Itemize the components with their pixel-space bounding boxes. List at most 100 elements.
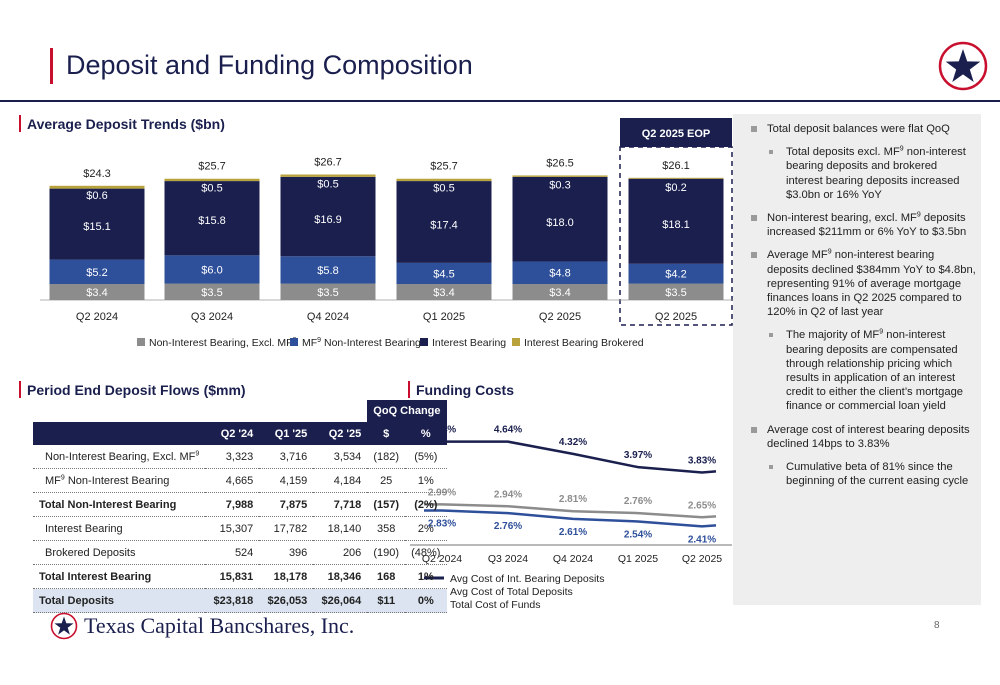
bar-segment (164, 255, 260, 284)
point-value-label: 4.32% (559, 437, 587, 448)
spacer-cell (259, 400, 313, 422)
bar-value-label: $3.4 (86, 287, 107, 299)
bar-total-label: $25.7 (430, 161, 458, 173)
section-accent-bar (19, 115, 21, 132)
point-value-label: 3.97% (624, 450, 652, 461)
legend-swatch (137, 338, 145, 346)
bar-category-label: Q4 2024 (307, 311, 349, 323)
line-category-label: Q3 2024 (488, 553, 528, 565)
row-label: Total Interest Bearing (33, 564, 206, 589)
table-cell: 0% (405, 588, 447, 613)
table-cell: 18,346 (313, 564, 368, 589)
bar-value-label: $3.4 (549, 287, 570, 299)
point-value-label: 2.76% (624, 496, 652, 507)
table-cell: 4,665 (205, 468, 260, 493)
bar-category-label: Q2 2025 (655, 311, 697, 323)
page-number: 8 (934, 620, 940, 631)
table-cell: 3,716 (259, 445, 314, 469)
bar-total-label: $24.3 (83, 168, 111, 180)
column-header: $ (367, 422, 406, 445)
bar-segment (512, 284, 608, 300)
row-label: Interest Bearing (33, 516, 206, 541)
bullet-marker (751, 252, 757, 259)
table-cell: 2% (405, 516, 447, 541)
table-row: Total Non-Interest Bearing 7,988 7,875 7,71… (33, 492, 447, 517)
series-line (424, 509, 717, 528)
column-header: Q2 '24 (205, 422, 260, 445)
bar-category-label: Q2 2024 (76, 311, 118, 323)
bar-segment (396, 181, 492, 263)
table-cell: 25 (367, 468, 406, 493)
legend-label: Avg Cost of Total Deposits (450, 586, 573, 598)
commentary-bullet: Non-interest bearing, excl. MF9 deposits… (751, 211, 976, 239)
bar-segment (280, 174, 376, 177)
deposit-trends-title: Average Deposit Trends ($bn) (27, 116, 225, 132)
line-category-label: Q2 2025 (682, 553, 722, 565)
bar-value-label: $18.0 (546, 217, 574, 229)
table-cell: 3,323 (205, 445, 260, 469)
table-cell: 168 (367, 564, 406, 589)
bar-category-label: Q3 2024 (191, 311, 233, 323)
bar-value-label: $15.8 (198, 215, 226, 227)
bar-value-label: $0.5 (433, 183, 454, 195)
bar-segment (164, 178, 260, 182)
funding-costs-chart: 4.64%4.64%4.32%3.97%3.83%2.99%2.94%2.81%… (410, 425, 732, 611)
spacer-cell (33, 400, 205, 422)
table-cell: 7,875 (259, 492, 314, 517)
table-cell: 18,140 (313, 516, 368, 541)
bar-category-label: Q2 2025 (539, 311, 581, 323)
table-row: Brokered Deposits 524 396 206 (190) (48%) (33, 540, 447, 565)
column-header: Q2 '25 (313, 422, 368, 445)
table-row: Total Deposits $23,818 $26,053 $26,064 $11 0% (33, 588, 447, 613)
bar-value-label: $0.3 (549, 179, 570, 191)
table-row: Non-Interest Bearing, Excl. MF9 3,323 3,71… (33, 445, 447, 469)
row-label: MF9 Non-Interest Bearing (33, 468, 206, 493)
bar-segment (628, 177, 724, 179)
bullet-marker (769, 150, 773, 155)
commentary-bullet: Cumulative beta of 81% since the beginni… (769, 460, 976, 488)
legend-label: Interest Bearing Brokered (524, 337, 644, 349)
table-cell: $23,818 (205, 588, 260, 613)
bar-value-label: $5.8 (317, 265, 338, 277)
table-cell: (2%) (405, 492, 447, 517)
bar-segment (164, 181, 260, 256)
bar-segment (628, 178, 724, 264)
row-label: Non-Interest Bearing, Excl. MF9 (33, 445, 206, 469)
commentary-bullet: Total deposits excl. MF9 non-interest be… (769, 145, 976, 202)
point-value-label: 2.94% (494, 489, 522, 500)
row-label: Total Deposits (33, 588, 206, 613)
bar-segment (628, 263, 724, 284)
header-spacer (33, 422, 206, 445)
table-cell: 524 (205, 540, 260, 565)
bar-value-label: $3.5 (317, 287, 338, 299)
legend-swatch (512, 338, 520, 346)
bar-segment (280, 256, 376, 284)
bar-value-label: $4.5 (433, 268, 454, 280)
legend-swatch (420, 338, 428, 346)
legend-label: Interest Bearing (432, 337, 506, 349)
table-cell: 396 (259, 540, 314, 565)
commentary-bullets: Total deposit balances were flat QoQ Tota… (751, 122, 976, 497)
star-seal-icon (50, 612, 78, 640)
bar-value-label: $3.4 (433, 287, 454, 299)
table-cell: $26,064 (313, 588, 368, 613)
bar-value-label: $4.8 (549, 268, 570, 280)
table-cell: 206 (313, 540, 368, 565)
bar-segment (280, 283, 376, 300)
commentary-bullet: Average cost of interest bearing deposit… (751, 423, 976, 451)
qoq-header: QoQ Change (367, 400, 447, 422)
table-cell: 4,184 (313, 468, 368, 493)
bar-value-label: $17.4 (430, 220, 458, 232)
table-cell: $11 (367, 588, 406, 613)
deposit-trends-chart: Q2 2025 EOP $3.4 $5.2 $15.1 $0.6 $24.3 Q2 2024… (40, 118, 735, 349)
bar-segment (512, 175, 608, 177)
funding-costs-title: Funding Costs (416, 382, 514, 398)
legend-swatch (290, 338, 298, 346)
table-cell: 4,159 (259, 468, 314, 493)
line-category-label: Q1 2025 (618, 553, 658, 565)
line-category-label: Q4 2024 (553, 553, 593, 565)
page-title: Deposit and Funding Composition (66, 50, 473, 80)
brand-logo: Texas Capital Bancshares, Inc. (50, 610, 354, 642)
table-row: Interest Bearing 15,307 17,782 18,140 358 2% (33, 516, 447, 541)
bar-segment (512, 261, 608, 285)
